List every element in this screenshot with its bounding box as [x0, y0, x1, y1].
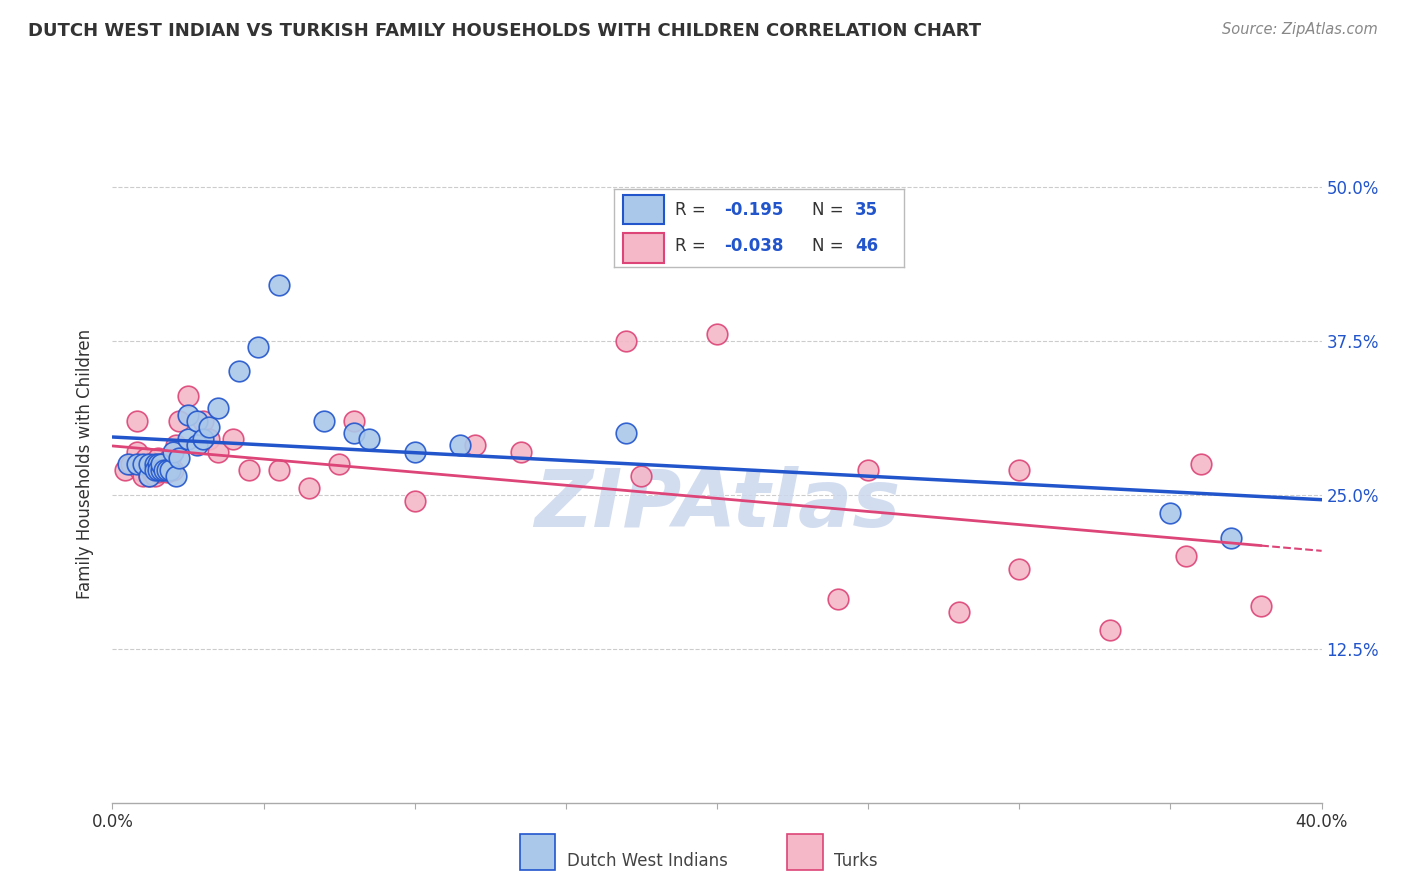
Text: ZIPAtlas: ZIPAtlas [534, 466, 900, 543]
Point [120, 457, 142, 471]
Point [191, 414, 214, 428]
Point [191, 432, 214, 446]
Point [146, 450, 169, 465]
Point [222, 432, 245, 446]
Point [238, 463, 260, 477]
Point [1189, 457, 1212, 471]
Point [149, 457, 172, 471]
Point [135, 450, 157, 465]
Point [177, 389, 200, 403]
Point [359, 432, 381, 446]
Point [153, 463, 176, 477]
Point [143, 469, 166, 483]
Point [198, 432, 221, 446]
Point [143, 463, 166, 477]
Point [167, 414, 190, 428]
Point [246, 340, 269, 354]
Point [314, 414, 336, 428]
Point [228, 364, 250, 378]
Point [343, 414, 366, 428]
Point [165, 469, 187, 483]
Point [146, 457, 169, 471]
Point [146, 463, 169, 477]
Text: DUTCH WEST INDIAN VS TURKISH FAMILY HOUSEHOLDS WITH CHILDREN CORRELATION CHART: DUTCH WEST INDIAN VS TURKISH FAMILY HOUS… [28, 22, 981, 40]
Point [186, 438, 208, 452]
Point [1008, 463, 1031, 477]
Point [156, 466, 179, 480]
Point [117, 457, 139, 471]
Point [149, 457, 172, 471]
Point [132, 457, 155, 471]
Point [159, 450, 181, 465]
Point [404, 444, 426, 458]
Point [616, 425, 638, 440]
Point [162, 444, 184, 458]
Point [1250, 599, 1272, 613]
Point [328, 457, 350, 471]
Point [125, 457, 148, 471]
Point [856, 463, 880, 477]
Point [464, 438, 486, 452]
Point [132, 469, 155, 483]
Point [267, 463, 290, 477]
Point [1159, 506, 1181, 520]
Point [1220, 531, 1243, 545]
Point [159, 463, 181, 477]
Point [198, 420, 221, 434]
Text: Source: ZipAtlas.com: Source: ZipAtlas.com [1222, 22, 1378, 37]
Point [1098, 624, 1121, 638]
Point [1008, 561, 1031, 575]
Point [141, 466, 163, 480]
Point [298, 482, 321, 496]
Point [827, 592, 849, 607]
Text: Turks: Turks [834, 852, 877, 870]
Point [630, 469, 652, 483]
Point [207, 401, 229, 416]
Point [267, 278, 290, 293]
Point [165, 438, 187, 452]
Point [138, 457, 160, 471]
Point [138, 457, 160, 471]
Y-axis label: Family Households with Children: Family Households with Children [76, 329, 94, 599]
Point [449, 438, 471, 452]
Point [138, 469, 160, 483]
Point [706, 327, 728, 342]
Point [143, 463, 166, 477]
Point [156, 463, 179, 477]
Point [153, 463, 176, 477]
Point [404, 493, 426, 508]
Point [125, 414, 148, 428]
Point [125, 444, 148, 458]
Point [509, 444, 531, 458]
Point [138, 469, 160, 483]
Point [177, 408, 200, 422]
Point [149, 463, 172, 477]
Point [167, 450, 190, 465]
Point [207, 444, 229, 458]
Point [186, 414, 208, 428]
Point [162, 463, 184, 477]
Point [143, 457, 166, 471]
Point [177, 432, 200, 446]
Point [114, 463, 136, 477]
Text: Dutch West Indians: Dutch West Indians [567, 852, 727, 870]
Point [146, 466, 169, 480]
Point [1174, 549, 1197, 564]
Point [128, 463, 150, 477]
Point [343, 425, 366, 440]
Point [616, 334, 638, 348]
Point [948, 605, 970, 619]
